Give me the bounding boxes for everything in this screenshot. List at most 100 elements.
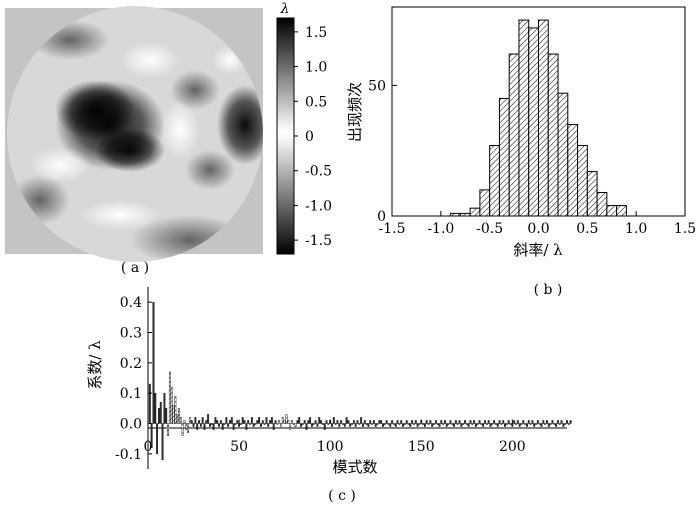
coefficient-bar (258, 417, 261, 424)
coefficient-bar (507, 420, 510, 424)
coefficient-bar (380, 420, 383, 424)
coefficient-bar (243, 420, 246, 424)
coefficient-bar (496, 423, 499, 427)
coefficient-bar (174, 396, 177, 424)
coefficient-bar (343, 423, 346, 427)
coefficient-bar (352, 420, 355, 424)
coefficient-bar (159, 402, 162, 424)
coefficient-bar (314, 420, 317, 424)
coefficient-bar (198, 420, 200, 424)
coef-ytick-label: 0.3 (120, 326, 142, 342)
coefficient-bar (179, 417, 182, 424)
coefficient-bar (536, 420, 539, 424)
coefficient-bar (316, 423, 319, 427)
coefficient-bar (167, 423, 169, 436)
histogram-xtick-label: -1.0 (427, 221, 454, 237)
histogram-bar (459, 212, 471, 217)
coefficient-bar (238, 423, 241, 427)
coefficient-bar (325, 420, 328, 424)
coefficient-bar (369, 420, 372, 424)
coefficient-bar (203, 423, 206, 430)
coefficient-bar (440, 420, 443, 424)
coef-ytick-label: 0.4 (120, 295, 142, 311)
coefficient-bar (254, 423, 257, 425)
coefficient-bar (272, 423, 275, 430)
coefficient-bar (515, 423, 517, 425)
coefficient-bar (256, 420, 259, 424)
histogram-bar (498, 97, 510, 217)
coefficient-bar (434, 420, 437, 424)
coefficient-bar (303, 420, 306, 424)
coefficient-bar (464, 420, 466, 424)
coefficient-bar (378, 420, 381, 424)
coefficient-bar (318, 417, 321, 424)
coefficient-bar (393, 423, 395, 425)
coefficient-bar (267, 423, 270, 427)
coef-xtick-label: 50 (230, 439, 248, 455)
coefficient-bar (356, 420, 359, 424)
histogram-bar (586, 171, 598, 217)
histogram-xlabel: 斜率/ λ (513, 241, 563, 259)
coefficient-bar (544, 423, 547, 425)
coefficient-bar (294, 423, 297, 427)
coefficient-bar (190, 420, 193, 424)
coefficient-bar (484, 420, 486, 424)
coefficient-bar (187, 423, 190, 433)
coefficient-bar (199, 423, 202, 427)
wavefront-map (7, 6, 263, 262)
histogram-bar (547, 53, 559, 217)
coefficient-bar (365, 423, 368, 425)
colorbar-tick-label: 1.5 (305, 25, 327, 41)
coefficient-bar (287, 420, 290, 424)
coefficient-bar (449, 420, 452, 424)
histogram-xtick-label: 1.5 (674, 221, 696, 237)
coefficient-bar (188, 417, 191, 424)
histogram-bar (450, 212, 461, 217)
coefficient-bar (376, 423, 379, 425)
coefficient-bar (465, 423, 468, 425)
coefficient-bar (345, 417, 348, 424)
coefficient-bar (232, 423, 235, 430)
coefficient-bar (274, 420, 277, 424)
coefficient-bar (500, 423, 503, 425)
coefficient-bar (172, 405, 175, 424)
coefficient-bar (542, 420, 545, 424)
coefficient-bar (476, 423, 479, 425)
coefficient-bar (367, 423, 370, 427)
coefficient-bar (263, 423, 266, 425)
coefficient-bar (566, 420, 568, 424)
coefficient-bar (487, 420, 490, 424)
coefficient-bar (516, 420, 519, 424)
histogram-xtick-label: 1.0 (625, 221, 647, 237)
coefficient-bar (491, 423, 494, 425)
coefficient-bar (538, 423, 541, 425)
coefficient-bar (161, 423, 164, 461)
coefficient-bar (551, 420, 554, 424)
panel-b: -1.5 -1.0 -0.5 0.0 0.5 1.0 1.5 050 斜率/ λ 出现频次 … (346, 6, 696, 298)
coefficient-bar (462, 423, 465, 425)
coefficient-bar (447, 423, 450, 425)
coefficient-bar (546, 420, 548, 424)
coefficient-bar (278, 420, 281, 424)
coefficient-bar (498, 420, 501, 424)
histogram-xtick-label: 0.5 (576, 221, 598, 237)
coefficient-bar (385, 420, 388, 424)
coefficient-bar (309, 417, 312, 424)
coefficient-bar (460, 423, 463, 427)
coefficient-bar (281, 417, 284, 424)
coef-xlabel: 模式数 (332, 458, 377, 476)
coefficient-bar (471, 423, 474, 425)
coefficient-bar (154, 392, 157, 424)
coefficient-bar (234, 423, 237, 425)
coefficient-bar (250, 417, 253, 424)
coefficient-bar (394, 423, 397, 427)
coefficient-bar (205, 420, 208, 424)
coefficient-bar (454, 420, 457, 424)
coefficient-bar (239, 423, 242, 425)
coefficient-bar (431, 423, 434, 427)
coef-xtick-label: 150 (408, 439, 435, 455)
coefficient-bar (210, 423, 213, 425)
coefficient-bar (407, 423, 410, 425)
coefficient-bar (247, 420, 250, 424)
coefficient-bar (411, 420, 414, 424)
